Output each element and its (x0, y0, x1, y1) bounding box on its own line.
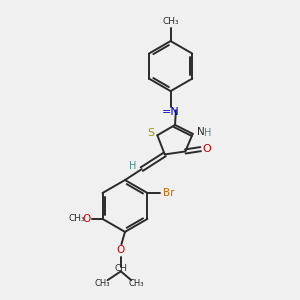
Text: CH₃: CH₃ (129, 279, 144, 288)
Text: CH: CH (114, 264, 128, 273)
Text: H: H (204, 128, 212, 138)
Text: N: N (197, 127, 205, 137)
Text: =N: =N (162, 107, 179, 117)
Text: O: O (82, 214, 91, 224)
Text: H: H (129, 160, 136, 171)
Text: CH₃: CH₃ (162, 17, 179, 26)
Text: CH₃: CH₃ (94, 279, 110, 288)
Text: O: O (117, 244, 125, 254)
Text: S: S (147, 128, 155, 138)
Text: CH₃: CH₃ (68, 214, 85, 224)
Text: O: O (202, 144, 211, 154)
Text: Br: Br (163, 188, 174, 198)
